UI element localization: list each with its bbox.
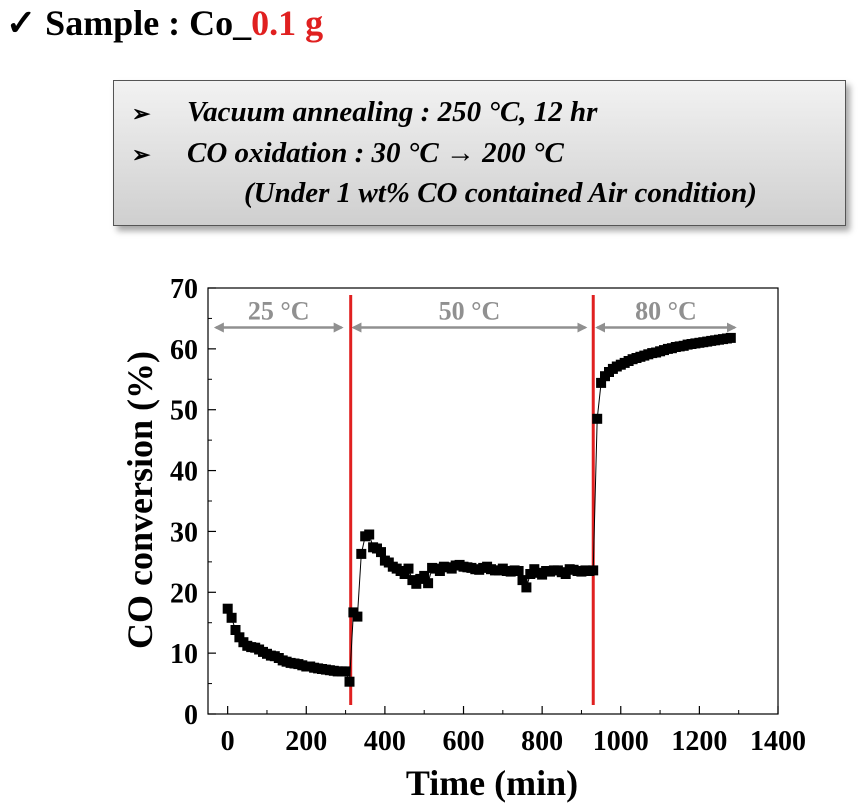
temperature-label: 25 °C xyxy=(248,297,310,326)
y-tick-label: 30 xyxy=(170,517,198,548)
x-tick-label: 1400 xyxy=(750,726,806,757)
y-tick-label: 40 xyxy=(170,457,198,488)
data-point xyxy=(352,612,362,622)
data-point xyxy=(404,564,414,574)
y-tick-label: 10 xyxy=(170,639,198,670)
x-axis-label: Time (min) xyxy=(406,763,578,803)
y-axis-label: CO conversion (%) xyxy=(120,351,160,649)
x-tick-label: 1200 xyxy=(671,726,727,757)
data-point xyxy=(521,582,531,592)
y-tick-label: 20 xyxy=(170,578,198,609)
data-point xyxy=(592,414,602,424)
y-tick-label: 50 xyxy=(170,396,198,427)
x-tick-label: 400 xyxy=(364,726,406,757)
x-tick-label: 1000 xyxy=(593,726,649,757)
data-point xyxy=(356,549,366,559)
x-tick-label: 600 xyxy=(443,726,485,757)
temperature-label: 50 °C xyxy=(439,297,501,326)
data-point xyxy=(514,566,524,576)
plot-frame xyxy=(208,288,778,714)
x-tick-label: 200 xyxy=(285,726,327,757)
y-tick-label: 70 xyxy=(170,274,198,305)
data-point xyxy=(341,666,351,676)
data-point xyxy=(227,613,237,623)
data-point xyxy=(364,530,374,540)
y-tick-label: 60 xyxy=(170,335,198,366)
data-point xyxy=(423,578,433,588)
series-line xyxy=(228,338,731,682)
temperature-label: 80 °C xyxy=(635,297,697,326)
x-tick-label: 0 xyxy=(221,726,235,757)
data-point xyxy=(726,333,736,343)
data-point xyxy=(588,565,598,575)
y-tick-label: 0 xyxy=(184,700,198,731)
data-point xyxy=(345,677,355,687)
data-points xyxy=(223,333,736,687)
x-tick-label: 800 xyxy=(521,726,563,757)
data-point xyxy=(223,604,233,614)
